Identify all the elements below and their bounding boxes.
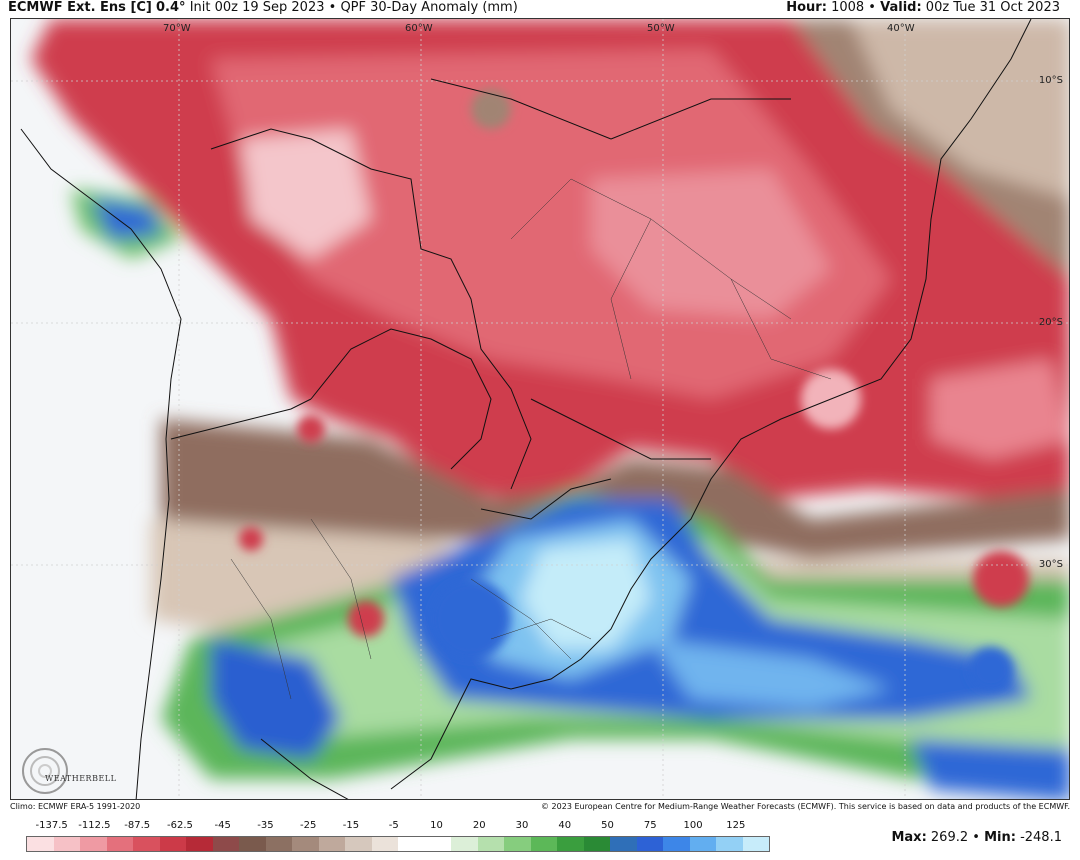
valid-label: Valid: <box>880 0 922 15</box>
logo-text: WEATHERBELL <box>45 774 117 783</box>
colorbar-tick-label: -62.5 <box>166 820 193 831</box>
header: ECMWF Ext. Ens [C] 0.4° Init 00z 19 Sep … <box>0 0 1080 18</box>
colorbar-tick-label: -87.5 <box>124 820 151 831</box>
field-stats: Max: 269.2 • Min: -248.1 <box>891 830 1062 845</box>
stats-separator: • <box>972 830 980 845</box>
colorbar-swatch <box>557 837 584 851</box>
colorbar-tick-label: 100 <box>683 820 703 831</box>
colorbar-tick-label: -15 <box>342 820 360 831</box>
colorbar-legend <box>26 836 770 852</box>
map-title: ECMWF Ext. Ens [C] 0.4° Init 00z 19 Sep … <box>8 0 518 16</box>
lat-label-30s: 30°S <box>1038 559 1063 570</box>
lon-label-60w: 60°W <box>405 23 433 34</box>
colorbar-tick-label: -45 <box>214 820 231 831</box>
colorbar-swatch <box>106 837 133 851</box>
colorbar-swatch <box>265 837 292 851</box>
colorbar-tick-label: -112.5 <box>78 820 111 831</box>
colorbar-swatch <box>689 837 716 851</box>
map-canvas <box>11 19 1069 799</box>
product-name: QPF 30-Day Anomaly (mm) <box>340 0 518 15</box>
lon-label-40w: 40°W <box>887 23 915 34</box>
colorbar-swatch <box>583 837 610 851</box>
colorbar-labels: -137.5 -112.5 -87.5 -62.5 -45 -35 -25 -15 -5 10 20… <box>26 820 770 834</box>
colorbar-swatch <box>398 837 425 851</box>
colorbar-swatch <box>27 837 54 851</box>
climo-note: Climo: ECMWF ERA-5 1991-2020 <box>10 802 141 811</box>
lon-label-50w: 50°W <box>647 23 675 34</box>
colorbar-swatch <box>742 837 769 851</box>
credits-bar: Climo: ECMWF ERA-5 1991-2020 © 2023 Euro… <box>10 801 1070 815</box>
colorbar-swatch <box>239 837 266 851</box>
graticule <box>11 19 1069 799</box>
model-resolution: 0.4° <box>156 0 186 15</box>
valid-value: 00z Tue 31 Oct 2023 <box>925 0 1060 15</box>
state-borders <box>230 178 832 700</box>
lat-label-10s: 10°S <box>1038 75 1063 86</box>
weatherbell-logo: WEATHERBELL <box>17 739 137 799</box>
lat-label-20s: 20°S <box>1038 317 1063 328</box>
colorbar-swatch <box>186 837 213 851</box>
colorbar-swatch <box>212 837 239 851</box>
colorbar-swatch <box>530 837 557 851</box>
min-value: -248.1 <box>1020 830 1062 845</box>
colorbar-tick-label: -5 <box>388 820 399 831</box>
valid-time-info: Hour: 1008 • Valid: 00z Tue 31 Oct 2023 <box>786 0 1060 16</box>
colorbar-swatch <box>424 837 451 851</box>
init-time: Init 00z 19 Sep 2023 <box>189 0 325 15</box>
colorbar-tick-label: 50 <box>601 820 614 831</box>
colorbar-swatch <box>477 837 504 851</box>
logo-swirl-icon <box>22 748 68 794</box>
colorbar-tick-label: -35 <box>257 820 274 831</box>
colorbar-tick-label: -25 <box>300 820 317 831</box>
colorbar-tick-label: 20 <box>472 820 486 831</box>
colorbar-swatch <box>133 837 160 851</box>
colorbar-swatch <box>636 837 663 851</box>
borders <box>20 19 1032 799</box>
colorbar-tick-label: 10 <box>430 820 443 831</box>
colorbar-swatch <box>292 837 319 851</box>
colorbar-swatch <box>159 837 186 851</box>
max-label: Max: <box>891 830 927 845</box>
colorbar-swatch <box>371 837 398 851</box>
colorbar-swatch <box>610 837 637 851</box>
colorbar-tick-label: 40 <box>558 820 572 831</box>
colorbar-tick-label: -137.5 <box>35 820 68 831</box>
anomaly-map[interactable]: 70°W 60°W 50°W 40°W 10°S 20°S 30°S WEATH… <box>10 18 1070 800</box>
colorbar-swatch <box>345 837 372 851</box>
lon-label-70w: 70°W <box>163 23 191 34</box>
max-value: 269.2 <box>930 830 969 845</box>
model-name: ECMWF Ext. Ens [C] <box>8 0 152 15</box>
title-separator-2: • <box>868 0 876 15</box>
colorbar-swatch <box>80 837 107 851</box>
hour-label: Hour: <box>786 0 827 15</box>
colorbar-tick-label: 30 <box>515 820 529 831</box>
colorbar-swatch <box>53 837 80 851</box>
colorbar-swatch <box>318 837 345 851</box>
colorbar-tick-label: 125 <box>726 820 746 831</box>
min-label: Min: <box>984 830 1016 845</box>
colorbar-swatch <box>504 837 531 851</box>
anomaly-field <box>31 19 1069 799</box>
colorbar-swatch <box>716 837 743 851</box>
hour-value: 1008 <box>831 0 865 15</box>
colorbar-swatch <box>663 837 690 851</box>
title-separator: • <box>328 0 337 15</box>
colorbar-tick-label: 75 <box>643 820 657 831</box>
copyright-note: © 2023 European Centre for Medium-Range … <box>541 802 1070 811</box>
colorbar-swatch <box>451 837 478 851</box>
